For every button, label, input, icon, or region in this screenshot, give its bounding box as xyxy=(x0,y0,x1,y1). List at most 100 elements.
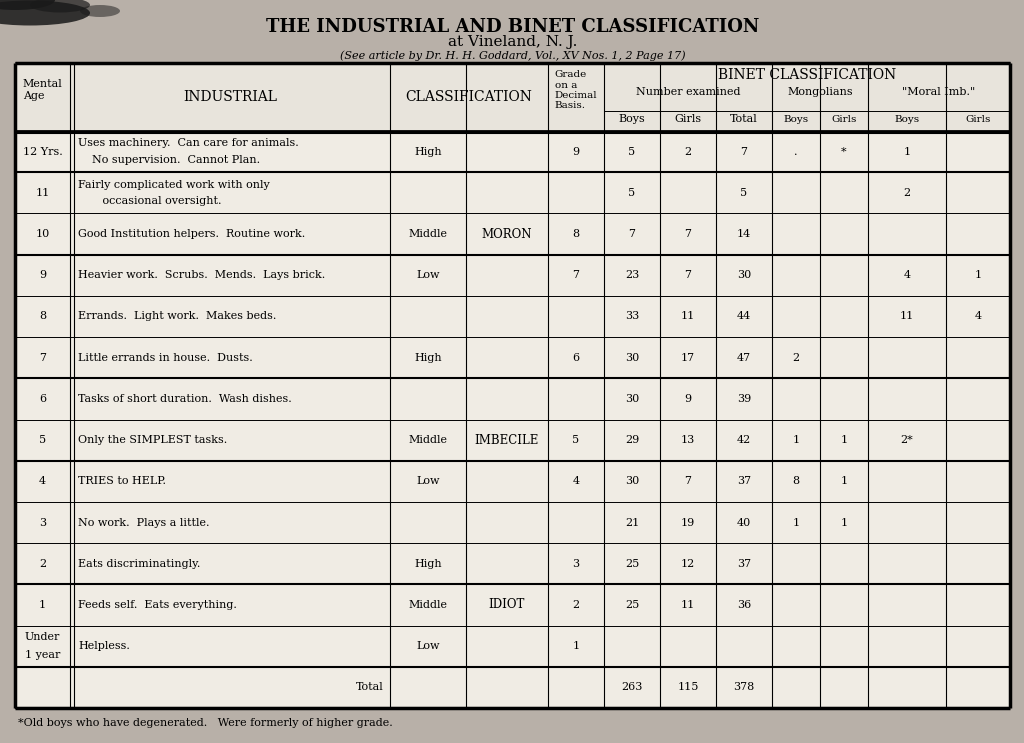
Text: Eats discriminatingly.: Eats discriminatingly. xyxy=(78,559,201,568)
Text: 1 year: 1 year xyxy=(25,650,60,661)
Text: 8: 8 xyxy=(793,476,800,487)
Text: 378: 378 xyxy=(733,682,755,692)
Text: 39: 39 xyxy=(737,394,752,404)
Text: 263: 263 xyxy=(622,682,643,692)
Bar xyxy=(15,63,1010,708)
Text: INDUSTRIAL: INDUSTRIAL xyxy=(183,90,278,104)
Text: TRIES to HELP.: TRIES to HELP. xyxy=(78,476,166,487)
Text: 4: 4 xyxy=(39,476,46,487)
Text: 47: 47 xyxy=(737,353,751,363)
Text: 12: 12 xyxy=(681,559,695,568)
Text: 13: 13 xyxy=(681,435,695,445)
Text: Mental
Age: Mental Age xyxy=(23,80,62,101)
Text: 7: 7 xyxy=(684,476,691,487)
Text: 2: 2 xyxy=(572,600,580,610)
Text: 4: 4 xyxy=(903,270,910,280)
Text: 5: 5 xyxy=(740,188,748,198)
Text: No work.  Plays a little.: No work. Plays a little. xyxy=(78,518,210,528)
Text: 23: 23 xyxy=(625,270,639,280)
Text: Fairly complicated work with only: Fairly complicated work with only xyxy=(78,180,269,189)
Text: 8: 8 xyxy=(572,229,580,239)
Text: 11: 11 xyxy=(36,188,49,198)
Text: 1: 1 xyxy=(841,518,848,528)
Text: 1: 1 xyxy=(572,641,580,651)
Text: "Moral Imb.": "Moral Imb." xyxy=(902,87,976,97)
Text: 30: 30 xyxy=(625,476,639,487)
Text: BINET CLASSIFICATION: BINET CLASSIFICATION xyxy=(718,68,896,82)
Ellipse shape xyxy=(30,0,90,13)
Text: 30: 30 xyxy=(737,270,752,280)
Text: 4: 4 xyxy=(572,476,580,487)
Text: Heavier work.  Scrubs.  Mends.  Lays brick.: Heavier work. Scrubs. Mends. Lays brick. xyxy=(78,270,326,280)
Text: 7: 7 xyxy=(684,229,691,239)
Text: Good Institution helpers.  Routine work.: Good Institution helpers. Routine work. xyxy=(78,229,305,239)
Text: 3: 3 xyxy=(39,518,46,528)
Text: Little errands in house.  Dusts.: Little errands in house. Dusts. xyxy=(78,353,253,363)
Text: 1: 1 xyxy=(39,600,46,610)
Text: IMBECILE: IMBECILE xyxy=(475,434,540,447)
Text: 9: 9 xyxy=(39,270,46,280)
Text: 37: 37 xyxy=(737,559,751,568)
Text: 2*: 2* xyxy=(901,435,913,445)
Text: 29: 29 xyxy=(625,435,639,445)
Text: 9: 9 xyxy=(684,394,691,404)
Text: 30: 30 xyxy=(625,394,639,404)
Text: Boys: Boys xyxy=(894,115,920,124)
Text: 3: 3 xyxy=(572,559,580,568)
Text: 5: 5 xyxy=(572,435,580,445)
Text: Boys: Boys xyxy=(618,114,645,124)
Text: Helpless.: Helpless. xyxy=(78,641,130,651)
Text: Girls: Girls xyxy=(675,114,701,124)
Text: 1: 1 xyxy=(841,476,848,487)
Text: 33: 33 xyxy=(625,311,639,322)
Text: Mongolians: Mongolians xyxy=(787,87,853,97)
Text: 19: 19 xyxy=(681,518,695,528)
Text: THE INDUSTRIAL AND BINET CLASSIFICATION: THE INDUSTRIAL AND BINET CLASSIFICATION xyxy=(266,18,759,36)
Text: *Old boys who have degenerated.   Were formerly of higher grade.: *Old boys who have degenerated. Were for… xyxy=(18,718,393,728)
Text: 5: 5 xyxy=(629,188,636,198)
Text: Total: Total xyxy=(730,114,758,124)
Text: (See article by Dr. H. H. Goddard, Vol., XV Nos. 1, 2 Page 17): (See article by Dr. H. H. Goddard, Vol.,… xyxy=(340,50,685,61)
Text: 1: 1 xyxy=(793,435,800,445)
Text: 11: 11 xyxy=(681,311,695,322)
Text: MORON: MORON xyxy=(481,227,532,241)
Text: 115: 115 xyxy=(677,682,698,692)
Text: 12 Yrs.: 12 Yrs. xyxy=(23,146,62,157)
Text: 25: 25 xyxy=(625,600,639,610)
Text: 14: 14 xyxy=(737,229,752,239)
Bar xyxy=(15,63,1010,131)
Text: 6: 6 xyxy=(572,353,580,363)
Text: High: High xyxy=(414,559,441,568)
Text: 44: 44 xyxy=(737,311,752,322)
Text: 11: 11 xyxy=(900,311,914,322)
Text: 2: 2 xyxy=(39,559,46,568)
Text: 7: 7 xyxy=(629,229,636,239)
Text: 36: 36 xyxy=(737,600,752,610)
Text: Tasks of short duration.  Wash dishes.: Tasks of short duration. Wash dishes. xyxy=(78,394,292,404)
Text: Low: Low xyxy=(416,270,439,280)
Text: IDIOT: IDIOT xyxy=(488,598,525,611)
Text: 1: 1 xyxy=(793,518,800,528)
Text: 2: 2 xyxy=(903,188,910,198)
Text: 7: 7 xyxy=(684,270,691,280)
Text: 4: 4 xyxy=(975,311,982,322)
Text: 2: 2 xyxy=(684,146,691,157)
Text: Girls: Girls xyxy=(966,115,990,124)
Text: 40: 40 xyxy=(737,518,752,528)
Text: Boys: Boys xyxy=(783,115,809,124)
Text: Errands.  Light work.  Makes beds.: Errands. Light work. Makes beds. xyxy=(78,311,276,322)
Text: Middle: Middle xyxy=(409,435,447,445)
Text: 21: 21 xyxy=(625,518,639,528)
Text: 1: 1 xyxy=(903,146,910,157)
Text: Only the SIMPLEST tasks.: Only the SIMPLEST tasks. xyxy=(78,435,227,445)
Text: 9: 9 xyxy=(572,146,580,157)
Text: Under: Under xyxy=(25,632,60,642)
Text: 17: 17 xyxy=(681,353,695,363)
Text: 5: 5 xyxy=(629,146,636,157)
Text: 8: 8 xyxy=(39,311,46,322)
Text: Uses machinery.  Can care for animals.: Uses machinery. Can care for animals. xyxy=(78,138,299,149)
Text: 7: 7 xyxy=(39,353,46,363)
Text: Girls: Girls xyxy=(831,115,857,124)
Text: *: * xyxy=(841,146,847,157)
Text: 11: 11 xyxy=(681,600,695,610)
